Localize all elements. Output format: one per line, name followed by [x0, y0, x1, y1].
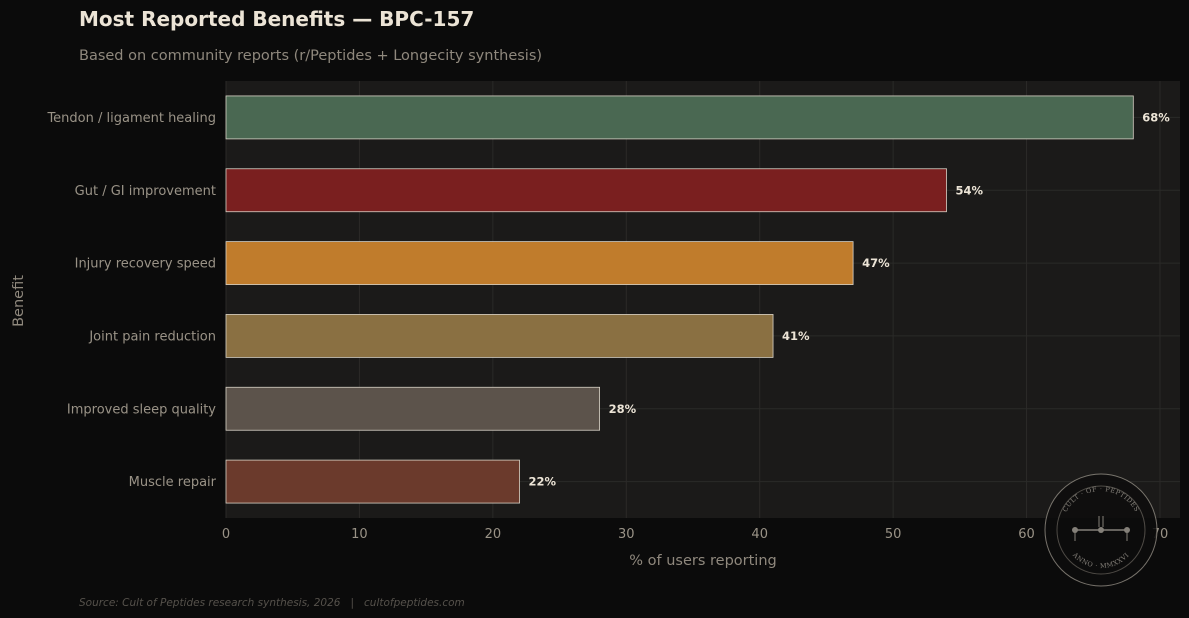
seal-logo: CULT · OF · PEPTIDES ANNO · MMXXVI	[1044, 473, 1158, 587]
x-tick-label: 30	[618, 527, 635, 542]
x-tick-label: 40	[751, 527, 768, 542]
bar-3	[225, 241, 854, 285]
bar-4	[225, 314, 774, 358]
y-tick-label: Injury recovery speed	[75, 257, 216, 272]
y-tick-label: Joint pain reduction	[88, 329, 216, 344]
y-tick-label: Improved sleep quality	[67, 402, 216, 417]
bar-value-label: 22%	[529, 475, 557, 489]
x-tick-label: 60	[1018, 527, 1035, 542]
chart-subtitle: Based on community reports (r/Peptides +…	[79, 48, 542, 64]
x-axis-title: % of users reporting	[629, 553, 776, 569]
plot-area	[226, 81, 1180, 518]
source-note: Source: Cult of Peptides research synthe…	[79, 597, 465, 609]
bar-value-label: 47%	[862, 256, 890, 270]
x-tick-label: 20	[485, 527, 502, 542]
chart-title: Most Reported Benefits — BPC-157	[79, 7, 474, 31]
y-tick-label: Gut / GI improvement	[75, 184, 216, 199]
bar-value-label: 41%	[782, 329, 810, 343]
x-tick-label: 0	[222, 527, 230, 542]
bar-value-label: 54%	[956, 183, 984, 197]
bar-6	[225, 459, 520, 504]
value-labels: 68% 54% 47% 41% 28% 22%	[529, 110, 1171, 488]
y-tick-labels: Tendon / ligament healing Gut / GI improv…	[46, 111, 216, 490]
bar-value-label: 68%	[1142, 110, 1170, 124]
y-tick-label: Tendon / ligament healing	[46, 111, 216, 126]
bar-5	[225, 386, 600, 431]
bars	[225, 95, 1134, 504]
bar-1	[225, 95, 1134, 140]
y-axis-title: Benefit	[11, 275, 27, 327]
y-tick-label: Muscle repair	[129, 475, 217, 490]
x-tick-label: 10	[351, 527, 368, 542]
x-tick-label: 50	[885, 527, 902, 542]
bar-2	[225, 168, 947, 213]
bar-value-label: 28%	[609, 402, 637, 416]
